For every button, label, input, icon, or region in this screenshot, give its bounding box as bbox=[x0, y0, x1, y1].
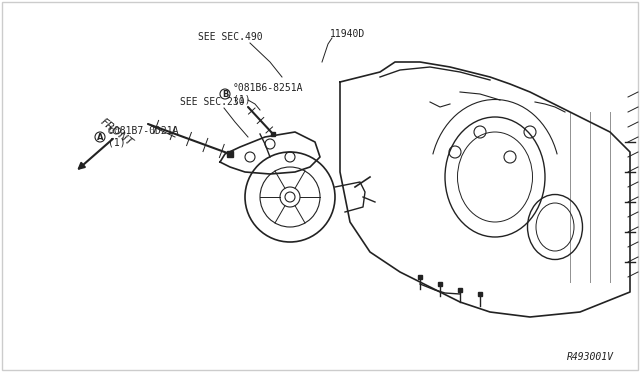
Text: A: A bbox=[97, 132, 103, 141]
Text: FRONT: FRONT bbox=[99, 116, 135, 148]
Text: R493001V: R493001V bbox=[566, 352, 614, 362]
Text: SEE SEC.490: SEE SEC.490 bbox=[198, 32, 262, 42]
Text: B: B bbox=[222, 90, 228, 99]
Text: ©081B7-0D21A
(1): ©081B7-0D21A (1) bbox=[108, 126, 179, 148]
Text: °081B6-8251A
(1): °081B6-8251A (1) bbox=[233, 83, 303, 105]
Text: 11940D: 11940D bbox=[330, 29, 365, 39]
Text: SEE SEC.230: SEE SEC.230 bbox=[180, 97, 244, 107]
